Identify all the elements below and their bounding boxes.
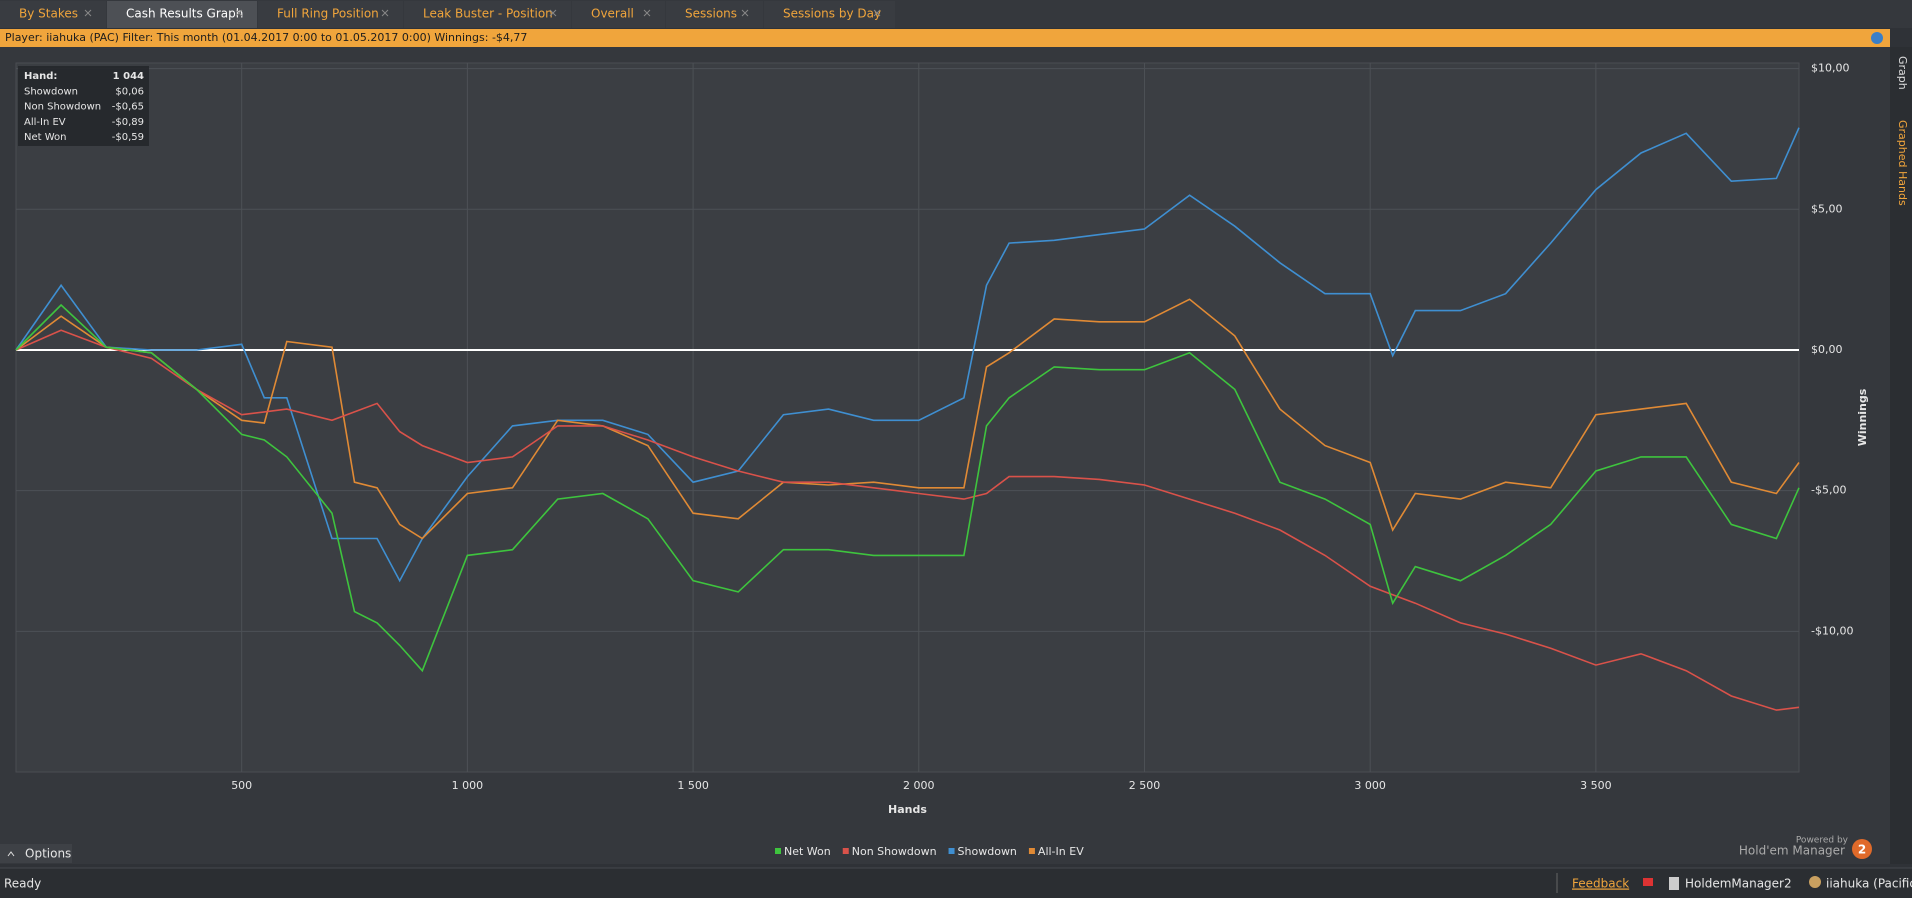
legend-label: Net Won [784, 845, 831, 858]
tab-label[interactable]: Cash Results Graph [126, 7, 243, 21]
powered-by: Powered by [1796, 836, 1849, 846]
stats-label: Showdown [24, 86, 78, 97]
tab-label[interactable]: Leak Buster - Position [423, 7, 553, 21]
x-tick-label: 1 000 [452, 779, 484, 792]
stats-box [18, 66, 149, 146]
legend-swatch [1028, 848, 1035, 854]
stats-value: 1 044 [113, 71, 144, 82]
app-icon [1669, 877, 1679, 890]
y-tick-label: $10,00 [1811, 62, 1850, 75]
flag-icon [1643, 878, 1653, 886]
user-icon [1809, 876, 1821, 888]
info-bar [0, 29, 1890, 47]
side-tab-graph[interactable]: Graph [1896, 56, 1909, 90]
app-name: HoldemManager2 [1685, 877, 1792, 891]
tab-close[interactable] [741, 9, 749, 17]
feedback-link[interactable]: Feedback [1572, 877, 1629, 891]
legend-swatch [842, 848, 849, 854]
y-tick-label: $5,00 [1811, 202, 1843, 215]
options-chevron [7, 851, 15, 857]
stats-value: -$0,89 [112, 117, 144, 128]
brand-badge-text: 2 [1858, 843, 1866, 857]
legend-label: Showdown [958, 845, 1017, 858]
series-line [15, 329, 1800, 711]
tab-label[interactable]: Sessions [685, 7, 737, 21]
legend-swatch [948, 848, 955, 854]
tab[interactable] [764, 1, 895, 28]
options-button[interactable] [0, 844, 72, 863]
series-line [15, 298, 1800, 540]
tab-label[interactable]: By Stakes [19, 7, 78, 21]
tab-label[interactable]: Full Ring Position [277, 7, 379, 21]
stats-label: Hand: [24, 71, 57, 82]
tab[interactable] [404, 1, 571, 28]
x-axis-label: Hands [888, 803, 927, 816]
tab-close[interactable] [549, 9, 557, 17]
stats-value: -$0,65 [112, 102, 144, 113]
user-name: iiahuka (Pacific) [1826, 877, 1912, 891]
help-icon[interactable] [1871, 32, 1883, 44]
tab[interactable] [258, 1, 403, 28]
y-tick-label: $0,00 [1811, 343, 1843, 356]
tab[interactable] [572, 1, 665, 28]
stats-label: All-In EV [24, 117, 66, 128]
info-text: Player: iiahuka (PAC) Filter: This month… [5, 31, 527, 44]
legend-label: Non Showdown [852, 845, 937, 858]
x-tick-label: 1 500 [677, 779, 709, 792]
series-line [15, 127, 1800, 583]
brand: Hold'em Manager [1739, 844, 1845, 858]
tab-close[interactable] [873, 9, 881, 17]
status-bar [0, 868, 1912, 898]
x-tick-label: 3 000 [1354, 779, 1386, 792]
tab-close[interactable] [84, 9, 92, 17]
tab-close[interactable] [643, 9, 651, 17]
tab-label[interactable]: Overall [591, 7, 634, 21]
tab[interactable] [0, 1, 106, 28]
stats-label: Net Won [24, 132, 67, 143]
y-tick-label: -$10,00 [1811, 624, 1853, 637]
legend-swatch [775, 848, 781, 854]
y-tick-label: -$5,00 [1811, 484, 1846, 497]
side-tab-hands[interactable]: Graphed Hands [1896, 120, 1909, 206]
series-line [15, 303, 1800, 673]
status-text: Ready [4, 877, 41, 891]
side-panel [1890, 47, 1912, 864]
tab[interactable] [107, 1, 257, 28]
x-tick-label: 3 500 [1580, 779, 1612, 792]
brand-badge [1852, 839, 1872, 859]
y-axis-label: Winnings [1856, 388, 1869, 446]
x-tick-label: 500 [231, 779, 252, 792]
legend-label: All-In EV [1038, 845, 1084, 858]
stats-label: Non Showdown [24, 102, 101, 113]
options-label[interactable]: Options [25, 847, 71, 861]
tab-label[interactable]: Sessions by Day [783, 7, 881, 21]
stats-value: -$0,59 [112, 132, 144, 143]
tab-close[interactable] [381, 9, 389, 17]
x-tick-label: 2 000 [903, 779, 935, 792]
tab-close[interactable] [235, 9, 243, 17]
plot-area [15, 62, 1800, 773]
stats-value: $0,06 [115, 86, 144, 97]
x-tick-label: 2 500 [1129, 779, 1161, 792]
